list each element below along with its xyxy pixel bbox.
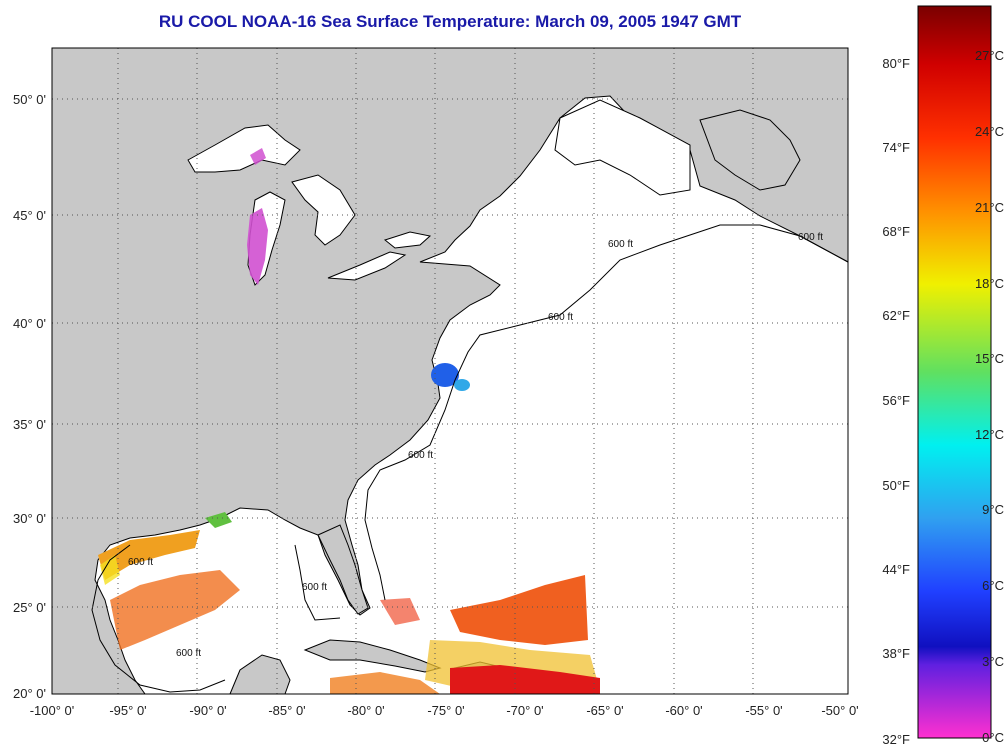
c-label: 0°C [982, 730, 1004, 745]
lat-label: 20° 0' [13, 686, 46, 701]
sst-gulf-west-2 [100, 555, 120, 585]
sst-caribbean-red [450, 665, 600, 694]
f-label: 38°F [882, 646, 910, 661]
map-frame [51, 47, 849, 695]
c-label: 12°C [975, 427, 1004, 442]
sst-gulf-green [205, 512, 232, 528]
f-label: 62°F [882, 308, 910, 323]
sst-chesapeake-cold [431, 363, 459, 387]
longitude-labels: -100° 0' -95° 0' -90° 0' -85° 0' -80° 0'… [30, 703, 859, 718]
lat-label: 50° 0' [13, 92, 46, 107]
lat-label: 40° 0' [13, 316, 46, 331]
florida-peninsula [317, 524, 369, 615]
c-label: 3°C [982, 654, 1004, 669]
c-label: 27°C [975, 48, 1004, 63]
isobath-label-gulf-south: 600 ft [176, 648, 201, 659]
f-label: 74°F [882, 140, 910, 155]
lon-label: -85° 0' [268, 703, 305, 718]
sst-data [98, 148, 600, 694]
isobath-label-ne: 600 ft [798, 232, 823, 243]
sst-bahamas [380, 598, 420, 625]
f-label: 44°F [882, 562, 910, 577]
colorbar [917, 5, 992, 739]
isobath-label-gulf-maine: 600 ft [608, 239, 633, 250]
lon-label: -75° 0' [427, 703, 464, 718]
lon-label: -60° 0' [665, 703, 702, 718]
lat-label: 45° 0' [13, 208, 46, 223]
lat-label: 30° 0' [13, 511, 46, 526]
lon-label: -50° 0' [821, 703, 858, 718]
sst-cuba-orange [330, 672, 440, 694]
sst-caribbean-north [450, 575, 588, 645]
f-label: 50°F [882, 478, 910, 493]
lake-huron [291, 174, 356, 246]
c-label: 24°C [975, 124, 1004, 139]
f-label: 56°F [882, 393, 910, 408]
isobath-label-se: 600 ft [408, 450, 433, 461]
lon-label: -100° 0' [30, 703, 75, 718]
c-label: 9°C [982, 502, 1004, 517]
sst-lake-michigan [247, 208, 268, 285]
sst-lake-superior [250, 148, 266, 165]
f-label: 32°F [882, 732, 910, 747]
isobath-600ft [91, 224, 849, 693]
isobath-label-gulf-west: 600 ft [128, 557, 153, 568]
north-america-land [51, 47, 849, 695]
colorbar-c-labels: 27°C 24°C 21°C 18°C 15°C 12°C 9°C 6°C 3°… [975, 48, 1004, 745]
c-label: 6°C [982, 578, 1004, 593]
gulf-st-lawrence [554, 99, 691, 196]
c-label: 18°C [975, 276, 1004, 291]
lon-label: -70° 0' [506, 703, 543, 718]
isobath-label-florida: 600 ft [302, 582, 327, 593]
newfoundland [699, 109, 801, 191]
lake-ontario [383, 231, 432, 249]
sst-gulf-west [98, 530, 200, 580]
lat-label: 35° 0' [13, 417, 46, 432]
colorbar-f-labels: 80°F 74°F 68°F 62°F 56°F 50°F 44°F 38°F … [882, 56, 910, 747]
lon-label: -90° 0' [189, 703, 226, 718]
lon-label: -95° 0' [109, 703, 146, 718]
lon-label: -80° 0' [347, 703, 384, 718]
sst-chesapeake-cold-2 [454, 379, 470, 391]
lake-erie [327, 251, 407, 281]
c-label: 21°C [975, 200, 1004, 215]
latitude-labels: 50° 0' 45° 0' 40° 0' 35° 0' 30° 0' 25° 0… [13, 92, 46, 701]
isobath-label-mid-atl: 600 ft [548, 312, 573, 323]
map-title: RU COOL NOAA-16 Sea Surface Temperature:… [158, 12, 742, 31]
lon-label: -55° 0' [745, 703, 782, 718]
lake-superior [187, 124, 301, 173]
lat-label: 25° 0' [13, 600, 46, 615]
lon-label: -65° 0' [586, 703, 623, 718]
f-label: 68°F [882, 224, 910, 239]
f-label: 80°F [882, 56, 910, 71]
c-label: 15°C [975, 351, 1004, 366]
sst-gulf-orange [110, 570, 240, 650]
